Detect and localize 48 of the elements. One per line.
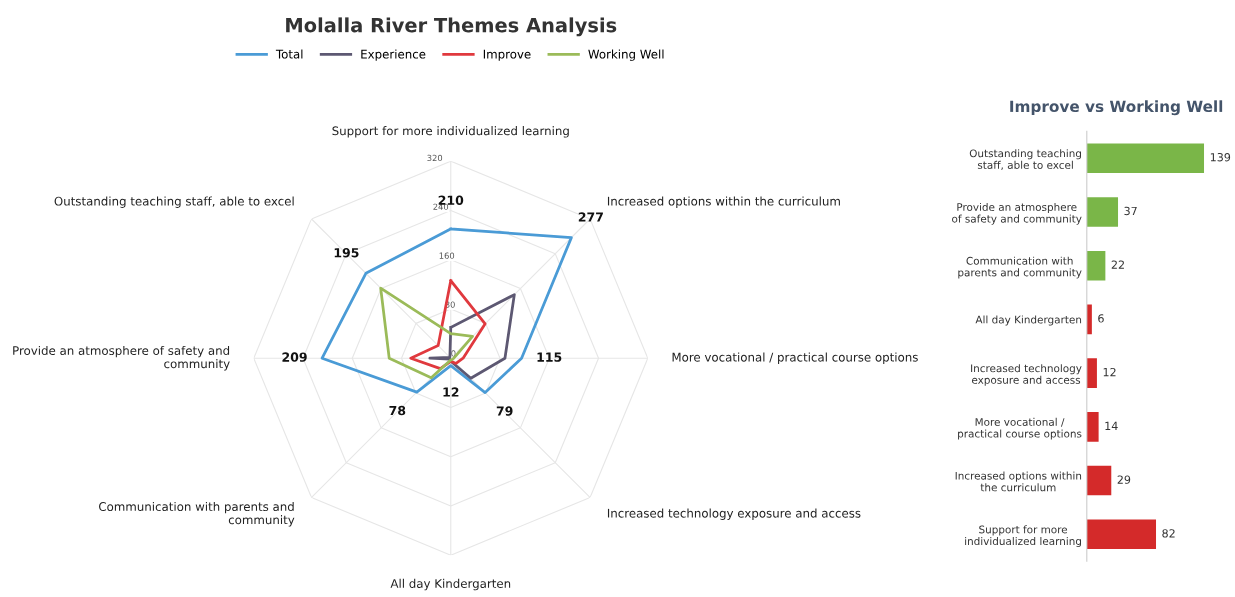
y-tick-label: More vocational / practical course options [958, 417, 1082, 440]
bar [1086, 358, 1097, 388]
y-tick-label: 160 [439, 252, 455, 259]
y-tick-label: Increased technology exposure and access [971, 364, 1082, 386]
data-label: 82 [1162, 529, 1175, 538]
legend-label: Total [275, 49, 303, 59]
spoke-label: Communication with parents and community [99, 501, 295, 527]
data-label: 79 [496, 406, 513, 416]
data-label: 115 [537, 352, 562, 362]
data-label: 210 [438, 195, 464, 205]
data-label: 6 [1098, 314, 1104, 323]
y-tick-label: 0 [451, 350, 456, 357]
chart-title: Molalla River Themes Analysis [286, 17, 617, 37]
bar [1086, 250, 1106, 281]
legend-label: Working Well [588, 49, 664, 61]
data-label: 277 [578, 212, 603, 222]
data-label: 78 [389, 405, 406, 416]
bar [1086, 143, 1205, 173]
data-label: 209 [282, 352, 307, 362]
data-label: 14 [1105, 421, 1118, 430]
y-tick-label: Increased options within the curriculum [955, 471, 1082, 492]
bar [1086, 304, 1092, 335]
legend-label: Experience [361, 49, 426, 61]
bar [1086, 465, 1112, 496]
y-tick-label: All day Kindergarten [975, 315, 1082, 326]
spoke-label: Outstanding teaching staff, able to excel [54, 196, 294, 208]
spoke-label: Increased technology exposure and access [607, 508, 861, 520]
y-tick-label: 240 [433, 203, 449, 210]
data-label: 37 [1124, 206, 1137, 216]
chart-title: Improve vs Working Well [1010, 100, 1223, 116]
data-label: 12 [1103, 367, 1116, 377]
spoke-label: Increased options within the curriculum [607, 196, 840, 208]
spoke-label: Provide an atmosphere of safety and community [13, 345, 230, 371]
data-label: 22 [1111, 260, 1124, 269]
y-tick-label: Support for more individualized learning [965, 525, 1081, 548]
y-tick-label: 320 [427, 154, 443, 162]
y-tick-label: Outstanding teaching staff, able to excel [969, 149, 1081, 170]
bar [1086, 412, 1099, 442]
bar [1086, 519, 1157, 550]
data-label: 195 [334, 247, 359, 258]
data-label: 139 [1210, 153, 1231, 162]
legend-label: Improve [483, 49, 531, 61]
data-label: 29 [1117, 475, 1131, 484]
y-tick-label: Communication with parents and community [958, 256, 1082, 279]
bar [1086, 197, 1119, 227]
y-tick-label: Provide an atmosphere of safety and community [952, 202, 1082, 225]
data-label: 12 [443, 387, 459, 397]
spoke-label: More vocational / practical course options [672, 352, 918, 364]
